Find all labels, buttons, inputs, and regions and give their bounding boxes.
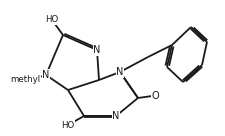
Text: N: N xyxy=(116,67,124,77)
Text: HO: HO xyxy=(61,120,75,129)
Text: N: N xyxy=(112,111,120,121)
Text: methyl: methyl xyxy=(10,75,40,84)
Text: N: N xyxy=(42,70,50,80)
Text: methyl: methyl xyxy=(10,75,40,84)
Text: N: N xyxy=(93,45,101,55)
Text: O: O xyxy=(152,91,160,101)
Text: HO: HO xyxy=(45,16,59,24)
